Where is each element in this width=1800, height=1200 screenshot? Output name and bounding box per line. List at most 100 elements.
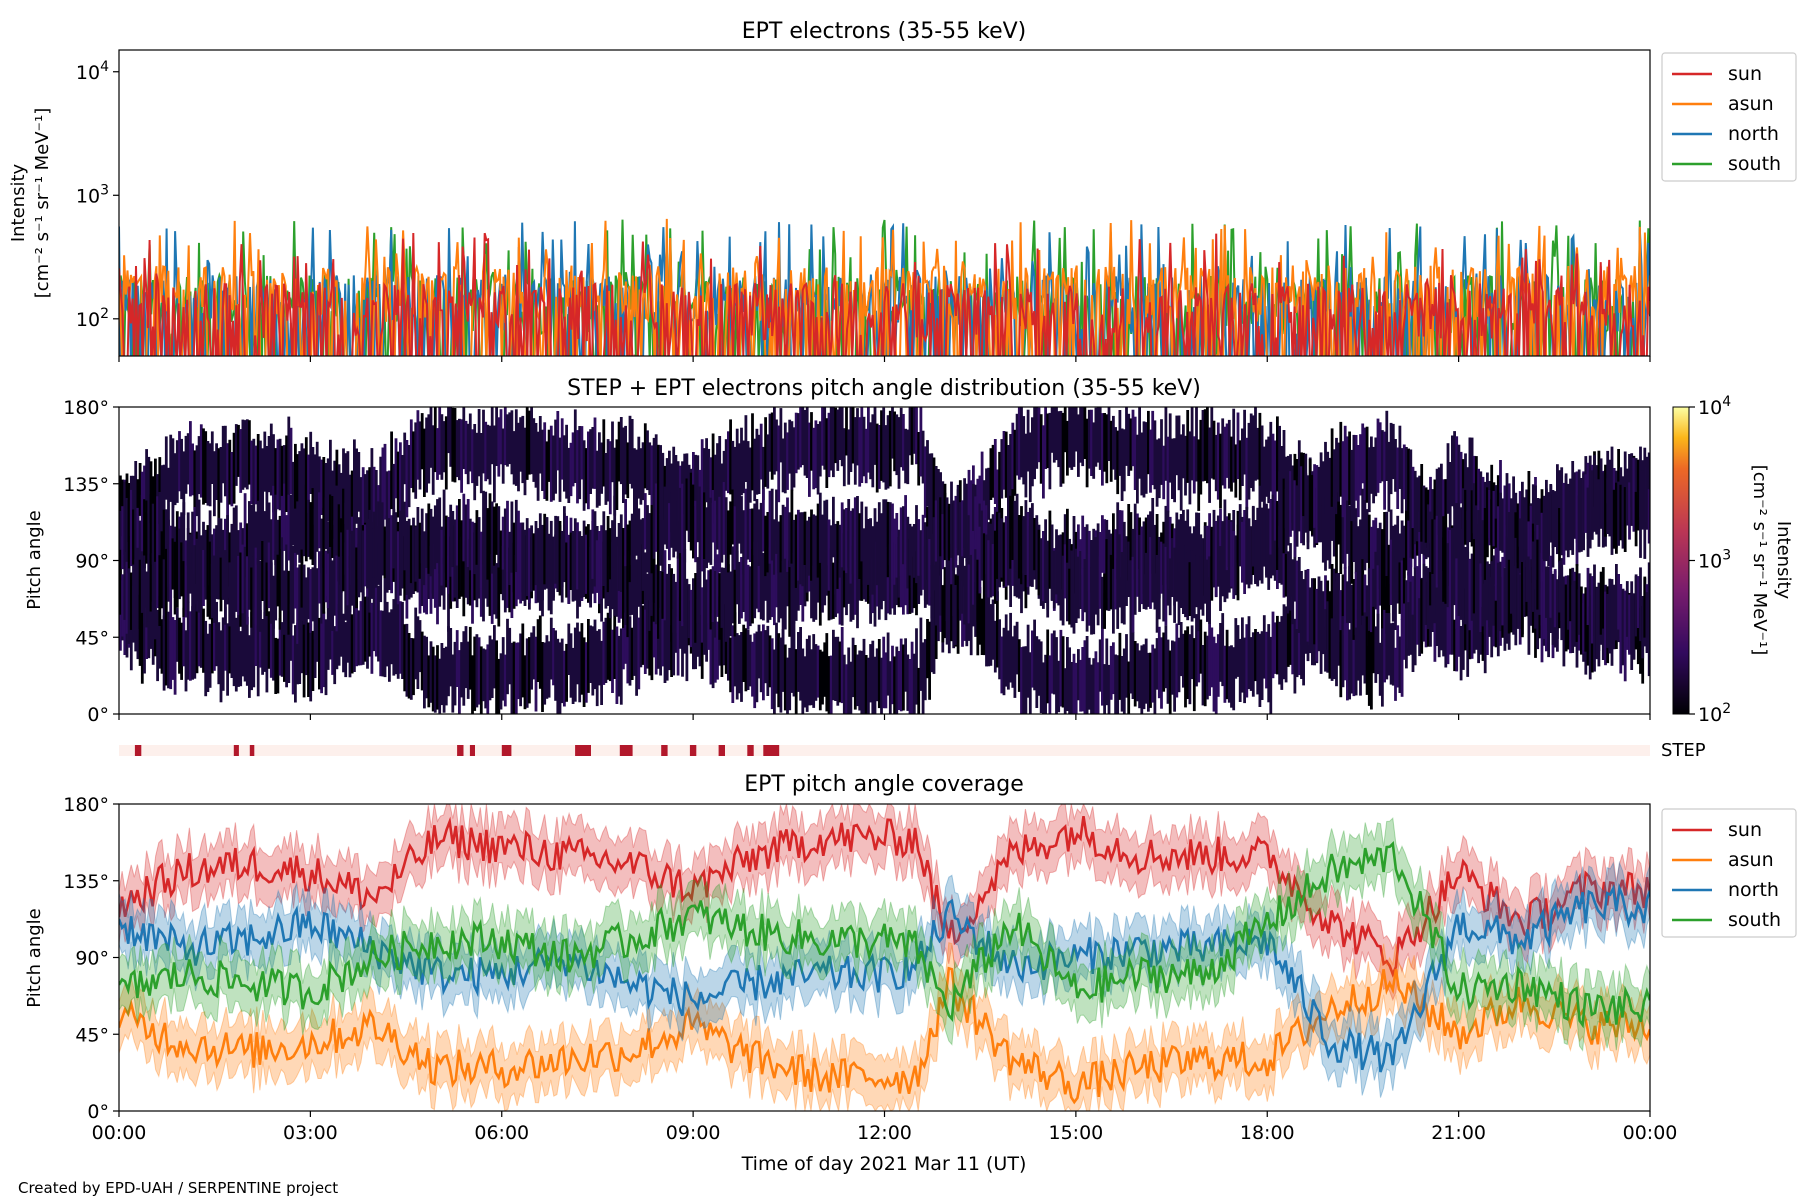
heatmap-column [1540, 489, 1544, 663]
heatmap-cell-south [149, 553, 153, 612]
heatmap-column [543, 422, 547, 705]
heatmap-cell-south [947, 575, 951, 654]
heatmap-column [858, 417, 862, 711]
heatmap-cell-asun [1278, 621, 1281, 685]
heatmap-cell-sun [834, 407, 837, 464]
heatmap-cell-sun [1330, 480, 1334, 541]
heatmap-cell-north [1625, 468, 1629, 521]
heatmap-cell-sun [1230, 436, 1233, 492]
heatmap-cell-north [1015, 533, 1019, 598]
heatmap-cell-sun [1153, 420, 1157, 490]
heatmap-cell-south [1381, 430, 1384, 482]
heatmap-column [1416, 477, 1419, 645]
heatmap-cell-south [1147, 552, 1150, 607]
heatmap-cell-asun [814, 644, 818, 701]
heatmap-cell-asun [1483, 608, 1487, 674]
heatmap-cell-sun [893, 411, 896, 472]
heatmap-column [186, 433, 190, 680]
heatmap-cell-sun [1335, 507, 1338, 582]
heatmap-cell-south [716, 473, 719, 550]
heatmap-cell-sun [1002, 431, 1006, 490]
heatmap-cell-north [1615, 482, 1618, 554]
heatmap-cell-sun [1166, 436, 1170, 513]
heatmap-cell-asun [908, 659, 912, 714]
heatmap-cell-asun [224, 606, 227, 671]
heatmap-column [1092, 422, 1096, 714]
heatmap-cell-asun [1190, 625, 1194, 680]
heatmap-cell-sun [414, 422, 418, 499]
heatmap-column [239, 429, 243, 687]
heatmap-cell-sun [506, 414, 509, 467]
heatmap-cell-south [449, 504, 453, 577]
heatmap-cell-north [438, 552, 442, 607]
xtick-label-0: 00:00 [92, 1122, 147, 1144]
heatmap-column [405, 440, 409, 697]
heatmap-cell-south [932, 562, 936, 634]
heatmap-cell-south [1251, 505, 1255, 567]
panel4-x-ticks: 00:00 03:00 06:00 09:00 12:00 15:00 18:00 21:00… [92, 1111, 1677, 1144]
heatmap-cell-asun [164, 615, 168, 686]
heatmap-cell-north [1512, 508, 1515, 563]
heatmap-column [716, 443, 719, 680]
heatmap-column [598, 432, 601, 686]
heatmap-column [1046, 413, 1050, 704]
heatmap-cell-south [322, 554, 326, 614]
heatmap-cell-sun [272, 434, 275, 513]
heatmap-cell-sun [1343, 491, 1347, 569]
heatmap-cell-asun [1017, 639, 1021, 692]
heatmap-cell-south [230, 552, 234, 621]
heatmap-cell-asun [1446, 587, 1450, 665]
heatmap-cell-sun [403, 432, 407, 485]
heatmap-cell-south [974, 549, 977, 607]
heatmap-cell-asun [366, 595, 369, 669]
heatmap-cell-south [405, 520, 409, 595]
heatmap-column [1337, 442, 1340, 666]
heatmap-cell-south [379, 521, 383, 580]
heatmap-cell-asun [291, 635, 295, 695]
heatmap-cell-south [324, 550, 328, 603]
heatmap-cell-asun [661, 613, 665, 667]
heatmap-cell-asun [1356, 564, 1360, 619]
heatmap-column [1313, 464, 1316, 666]
heatmap-column [420, 413, 424, 691]
heatmap-cell-asun [1063, 668, 1067, 714]
heatmap-cell-sun [532, 418, 536, 482]
heatmap-column [602, 419, 606, 685]
heatmap-cell-north [1396, 625, 1400, 688]
heatmap-column [1302, 452, 1305, 686]
heatmap-column [521, 415, 525, 698]
heatmap-column [497, 417, 501, 714]
heatmap-cell-north [1385, 613, 1389, 680]
heatmap-cell-asun [1442, 594, 1445, 657]
heatmap-cell-asun [1090, 664, 1093, 714]
heatmap-column [567, 447, 571, 675]
heatmap-cell-south [1245, 506, 1249, 585]
heatmap-cell-north [1542, 495, 1546, 573]
heatmap-cell-south [891, 503, 894, 579]
heatmap-cell-south [1586, 567, 1590, 625]
heatmap-column [475, 432, 479, 708]
heatmap-cell-south [1024, 500, 1028, 575]
heatmap-column [342, 448, 345, 673]
heatmap-cell-north [729, 571, 732, 637]
heatmap-column [991, 444, 995, 660]
heatmap-cell-asun [630, 627, 634, 680]
heatmap-cell-south [1179, 554, 1183, 608]
heatmap-cell-sun [1442, 479, 1445, 532]
heatmap-cell-south [429, 508, 433, 577]
heatmap-cell-south [1308, 459, 1312, 531]
heatmap-cell-south [740, 496, 743, 554]
heatmap-cell-asun [923, 639, 927, 701]
heatmap-cell-asun [497, 658, 501, 714]
heatmap-column [849, 407, 853, 714]
heatmap-cell-sun [838, 407, 842, 460]
heatmap-column [1074, 407, 1078, 714]
heatmap-column [182, 451, 186, 667]
heatmap-column [1291, 465, 1295, 675]
panel2-title: STEP + EPT electrons pitch angle distrib… [567, 376, 1201, 401]
heatmap-cell-sun [619, 417, 623, 485]
heatmap-column [1361, 423, 1365, 676]
heatmap-cell-sun [733, 446, 737, 507]
heatmap-cell-asun [1096, 662, 1100, 714]
heatmap-column [834, 407, 837, 701]
